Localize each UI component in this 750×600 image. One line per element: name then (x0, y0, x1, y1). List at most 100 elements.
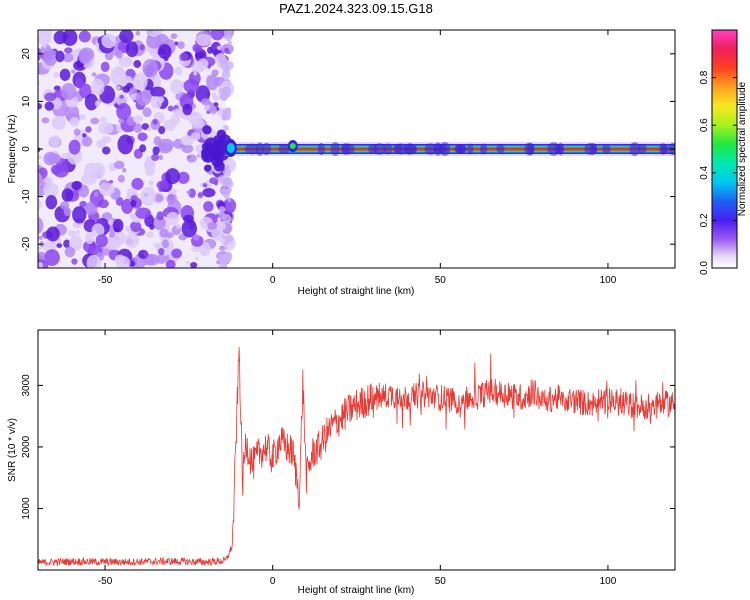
spectrogram-noise-region (31, 30, 237, 268)
noise-blob (38, 257, 39, 260)
snr-frame (37, 329, 676, 571)
noise-edge-blob (227, 198, 232, 203)
snr-x-tick-label-1: 0 (270, 576, 276, 587)
noise-blob (145, 30, 161, 37)
noise-edge-blob (224, 257, 229, 262)
noise-blob (78, 30, 91, 43)
noise-blob (185, 261, 190, 265)
noise-blob (125, 41, 139, 58)
noise-blob (90, 117, 100, 125)
noise-blob (165, 168, 180, 185)
noise-blob (158, 126, 166, 135)
noise-blob (213, 181, 219, 186)
noise-blob (122, 167, 127, 173)
noise-edge-blob (225, 61, 234, 70)
noise-blob (193, 71, 198, 76)
noise-blob (156, 211, 164, 221)
noise-blob (131, 177, 144, 191)
noise-edge-blob (220, 188, 225, 193)
noise-blob (153, 194, 164, 203)
band-bump (524, 142, 535, 156)
noise-edge-blob (223, 176, 232, 185)
noise-blob (212, 95, 221, 101)
noise-blob (119, 30, 134, 43)
band-bump (317, 142, 325, 156)
snr-y-tick-label-1: 2000 (21, 435, 32, 458)
noise-blob (166, 211, 180, 226)
noise-blob (139, 44, 145, 51)
noise-blob (121, 198, 134, 214)
noise-edge-blob (221, 234, 226, 239)
noise-blob (60, 201, 70, 210)
noise-blob (193, 233, 200, 241)
noise-blob (56, 243, 63, 248)
noise-dense-blob (201, 147, 211, 158)
noise-blob (68, 139, 81, 155)
noise-blob (146, 231, 154, 238)
noise-blob (177, 171, 190, 184)
noise-blob (53, 164, 69, 178)
noise-blob (31, 31, 37, 36)
spectrogram-x-tick-label-0: -50 (98, 275, 113, 286)
noise-blob (181, 219, 198, 238)
spectrogram-y-tick-label-2: 0 (21, 146, 32, 152)
band-bump (373, 143, 386, 155)
noise-blob (38, 216, 44, 235)
noise-edge-blob (222, 86, 232, 95)
noise-blob (53, 85, 61, 91)
band-core (225, 147, 675, 151)
noise-edge-blob (219, 261, 228, 268)
noise-blob (146, 127, 152, 132)
noise-blob (192, 43, 203, 53)
noise-blob (153, 136, 162, 146)
noise-blob (115, 92, 128, 107)
noise-edge-blob (222, 214, 232, 223)
noise-blob (143, 251, 149, 258)
noise-blob (178, 60, 184, 65)
spectrogram-x-tick-label-2: 50 (435, 275, 447, 286)
noise-blob (115, 85, 122, 90)
noise-blob (105, 235, 118, 251)
noise-blob (110, 66, 127, 86)
noise-blob (150, 86, 166, 98)
noise-blob (144, 253, 160, 266)
noise-blob (91, 72, 97, 77)
noise-blob (216, 45, 223, 51)
noise-blob (116, 103, 132, 121)
noise-blob (85, 232, 95, 245)
noise-blob (182, 103, 193, 116)
noise-blob (44, 101, 54, 111)
noise-blob (104, 51, 114, 61)
band-bump (637, 144, 647, 154)
noise-edge-blob (227, 40, 233, 46)
noise-blob (108, 231, 115, 238)
noise-blob (119, 94, 125, 99)
noise-blob (140, 186, 156, 207)
noise-blob (159, 228, 169, 238)
noise-dense-blob (213, 152, 223, 163)
noise-blob (38, 261, 44, 268)
noise-blob (114, 254, 126, 265)
noise-blob (44, 249, 60, 266)
colorbar: 0.0 0.2 0.4 0.6 0.8 Normalized spectral ampl… (699, 29, 748, 275)
noise-blob (195, 34, 212, 47)
colorbar-tick-label-1: 0.2 (699, 213, 710, 227)
noise-blob (206, 74, 219, 91)
snr-x-tick-label-2: 50 (435, 576, 447, 587)
noise-blob (223, 198, 237, 214)
noise-blob (190, 261, 198, 268)
noise-blob (197, 58, 209, 70)
noise-edge-blob (222, 124, 229, 132)
noise-blob (177, 41, 185, 50)
snr-x-tick-label-3: 100 (600, 576, 617, 587)
noise-blob (133, 79, 141, 89)
noise-blob (38, 147, 41, 153)
band-onset-core (226, 143, 235, 153)
noise-edge-blob (222, 112, 232, 121)
snr-x-ticks: -50 0 50 100 (98, 330, 617, 587)
noise-blob (44, 92, 57, 102)
noise-blob (137, 132, 148, 142)
colorbar-frame (711, 29, 738, 269)
noise-blob (113, 160, 125, 170)
noise-blob (170, 33, 178, 40)
